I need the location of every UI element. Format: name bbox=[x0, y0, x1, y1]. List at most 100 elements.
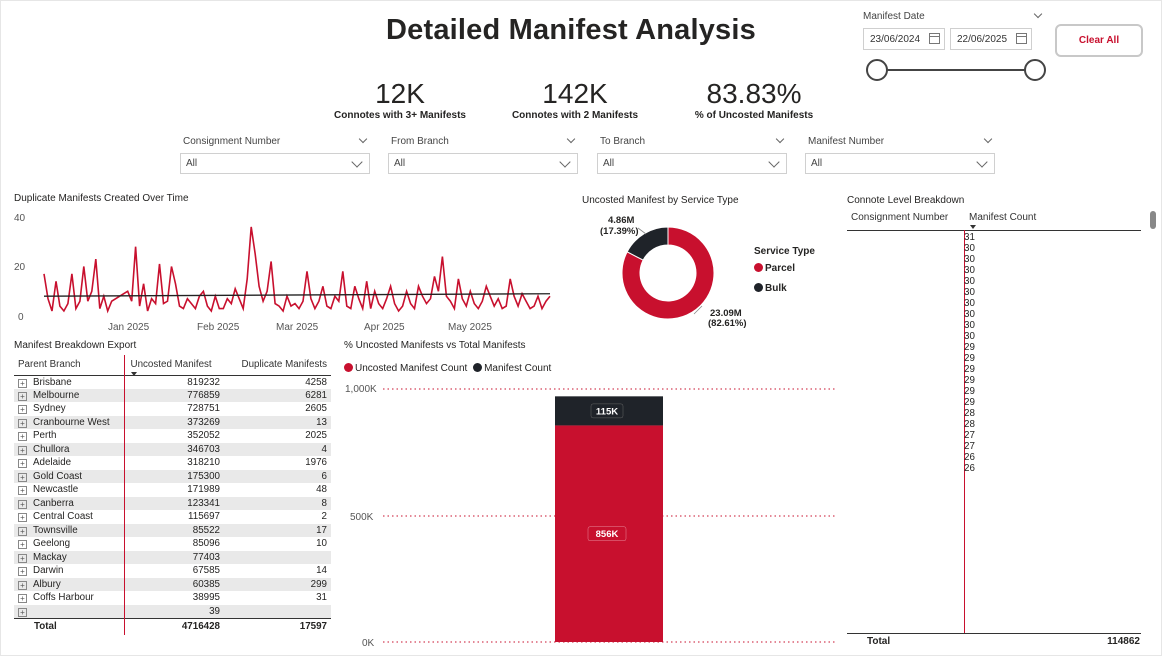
table-row[interactable]: + Albury 60385 299 bbox=[14, 577, 331, 591]
expand-icon[interactable]: + bbox=[18, 499, 27, 509]
expand-icon[interactable]: + bbox=[18, 459, 27, 469]
total-label: Total bbox=[34, 621, 57, 633]
table-row[interactable]: 29 bbox=[847, 386, 1141, 397]
table-row[interactable]: + Darwin 67585 14 bbox=[14, 564, 331, 578]
table-row[interactable]: 26 bbox=[847, 463, 1141, 474]
table-row[interactable]: 26 bbox=[847, 452, 1141, 463]
table-row[interactable]: + Chullora 346703 4 bbox=[14, 442, 331, 456]
table-row[interactable]: + Townsville 85522 17 bbox=[14, 523, 331, 537]
expand-icon[interactable]: + bbox=[18, 513, 27, 523]
donut-slice-parcel[interactable] bbox=[621, 226, 715, 320]
clear-all-button[interactable]: Clear All bbox=[1055, 24, 1143, 57]
table-row[interactable]: 30 bbox=[847, 331, 1141, 342]
column-header-duplicate[interactable]: Duplicate Manifests bbox=[241, 359, 328, 371]
column-header-parent-branch[interactable]: Parent Branch bbox=[18, 359, 81, 371]
expand-icon[interactable]: + bbox=[18, 486, 27, 496]
table-row[interactable]: + Melbourne 776859 6281 bbox=[14, 388, 331, 402]
y-tick-label: 0 bbox=[18, 312, 24, 323]
end-date-input[interactable]: 22/06/2025 bbox=[950, 28, 1032, 50]
date-range-end-handle[interactable] bbox=[1024, 59, 1046, 81]
legend-item-bulk[interactable]: Bulk bbox=[754, 283, 787, 294]
table-row[interactable]: + Sydney 728751 2605 bbox=[14, 402, 331, 416]
table-row[interactable]: +39 bbox=[14, 604, 331, 618]
date-range-slider-track[interactable] bbox=[877, 69, 1035, 71]
date-range-start-handle[interactable] bbox=[866, 59, 888, 81]
table-row[interactable]: 30 bbox=[847, 265, 1141, 276]
table-row[interactable]: + Adelaide 318210 1976 bbox=[14, 456, 331, 470]
duplicate-manifests-series-line[interactable] bbox=[43, 226, 551, 314]
table-row[interactable]: 28 bbox=[847, 408, 1141, 419]
table-row[interactable]: + Geelong 85096 10 bbox=[14, 537, 331, 551]
dropdown-value: All bbox=[811, 158, 823, 169]
table-row[interactable]: + Coffs Harbour 38995 31 bbox=[14, 591, 331, 605]
expand-icon[interactable]: + bbox=[18, 567, 27, 577]
expand-icon[interactable]: + bbox=[18, 405, 27, 415]
table-row[interactable]: + Mackay 77403 bbox=[14, 550, 331, 564]
table-row[interactable]: 29 bbox=[847, 342, 1141, 353]
cell-branch: + Melbourne bbox=[14, 388, 124, 402]
branch-name: Townsville bbox=[33, 524, 78, 536]
legend-item-uncosted[interactable]: Uncosted Manifest Count bbox=[344, 363, 467, 374]
table-scrollbar-thumb[interactable] bbox=[1150, 211, 1156, 229]
table-row[interactable]: 28 bbox=[847, 419, 1141, 430]
legend-item-parcel[interactable]: Parcel bbox=[754, 263, 795, 274]
table-row[interactable]: 30 bbox=[847, 320, 1141, 331]
bar-chart-legend: Uncosted Manifest Count Manifest Count bbox=[344, 363, 551, 374]
total-uncosted: 4716428 bbox=[123, 618, 224, 635]
table-row[interactable]: + Brisbane 819232 4258 bbox=[14, 375, 331, 389]
uncosted-vs-total-bar-chart[interactable]: 1,000K 500K 0K 856K 115K bbox=[335, 380, 835, 650]
expand-icon[interactable]: + bbox=[18, 445, 27, 455]
table-row[interactable]: 29 bbox=[847, 375, 1141, 386]
table-row[interactable]: 30 bbox=[847, 276, 1141, 287]
expand-icon[interactable]: + bbox=[18, 472, 27, 482]
manifest-number-dropdown[interactable]: All bbox=[805, 153, 995, 174]
table-row[interactable]: 30 bbox=[847, 298, 1141, 309]
table-row[interactable]: 30 bbox=[847, 243, 1141, 254]
expand-icon[interactable]: + bbox=[18, 432, 27, 442]
expand-icon[interactable]: + bbox=[18, 580, 27, 590]
cell-consignment bbox=[847, 408, 964, 419]
start-date-input[interactable]: 23/06/2024 bbox=[863, 28, 945, 50]
cell-consignment bbox=[847, 452, 964, 463]
table-row[interactable]: 27 bbox=[847, 441, 1141, 452]
table-row[interactable]: + Newcastle 171989 48 bbox=[14, 483, 331, 497]
table-row[interactable]: + Perth 352052 2025 bbox=[14, 429, 331, 443]
expand-icon[interactable]: + bbox=[18, 540, 27, 550]
table-row[interactable]: + Cranbourne West 373269 13 bbox=[14, 415, 331, 429]
expand-icon[interactable]: + bbox=[18, 418, 27, 428]
from-branch-dropdown[interactable]: All bbox=[388, 153, 578, 174]
service-type-donut-chart[interactable]: 4.86M (17.39%) 23.09M (82.61%) bbox=[590, 206, 840, 336]
expand-icon[interactable]: + bbox=[18, 594, 27, 604]
column-header-consignment[interactable]: Consignment Number bbox=[851, 212, 949, 223]
table-row[interactable]: + Gold Coast 175300 6 bbox=[14, 469, 331, 483]
duplicate-manifests-line-chart[interactable]: 40 20 0 Jan 2025 Feb 2025 Mar 2025 Apr 2… bbox=[10, 206, 555, 334]
data-label-uncosted: 856K bbox=[596, 529, 619, 540]
table-row[interactable]: 29 bbox=[847, 397, 1141, 408]
to-branch-dropdown[interactable]: All bbox=[597, 153, 787, 174]
table-row[interactable]: + Canberra 123341 8 bbox=[14, 496, 331, 510]
table-row[interactable]: 31 bbox=[847, 232, 1141, 243]
table-row[interactable]: 29 bbox=[847, 353, 1141, 364]
table-row[interactable]: 29 bbox=[847, 364, 1141, 375]
expand-icon[interactable]: + bbox=[18, 391, 27, 401]
table-row[interactable]: 27 bbox=[847, 430, 1141, 441]
table-row[interactable]: 30 bbox=[847, 309, 1141, 320]
expand-icon[interactable]: + bbox=[18, 607, 27, 617]
expand-icon[interactable]: + bbox=[18, 553, 27, 563]
donut-slice-bulk[interactable] bbox=[626, 226, 669, 261]
cell-manifest-count: 26 bbox=[964, 452, 975, 463]
table-row[interactable]: 30 bbox=[847, 254, 1141, 265]
calendar-icon[interactable] bbox=[929, 33, 940, 44]
table-row[interactable]: 30 bbox=[847, 287, 1141, 298]
dropdown-value: All bbox=[186, 158, 198, 169]
cell-branch: + Gold Coast bbox=[14, 469, 124, 483]
expand-icon[interactable]: + bbox=[18, 526, 27, 536]
expand-icon[interactable]: + bbox=[18, 378, 27, 388]
legend-item-manifest[interactable]: Manifest Count bbox=[473, 363, 551, 374]
column-header-uncosted[interactable]: Uncosted Manifest bbox=[123, 355, 224, 376]
cell-branch: + Central Coast bbox=[14, 510, 124, 524]
table-row[interactable]: + Central Coast 115697 2 bbox=[14, 510, 331, 524]
calendar-icon[interactable] bbox=[1016, 33, 1027, 44]
consignment-number-dropdown[interactable]: All bbox=[180, 153, 370, 174]
column-header-manifest-count[interactable]: Manifest Count bbox=[969, 212, 1037, 223]
